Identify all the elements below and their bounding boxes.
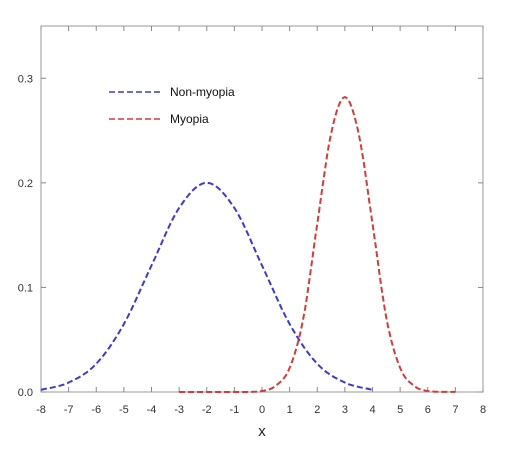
- x-tick-label: 6: [425, 404, 431, 416]
- x-tick-label: -1: [229, 404, 239, 416]
- y-tick-label: 0.1: [18, 282, 33, 294]
- y-tick-label: 0.3: [18, 73, 33, 85]
- x-tick-label: -7: [64, 404, 74, 416]
- x-tick-label: -8: [36, 404, 46, 416]
- x-tick-label: -3: [174, 404, 184, 416]
- series-line-non-myopia: [40, 181, 373, 391]
- x-tick-label: -5: [119, 404, 129, 416]
- x-tick-label: 0: [259, 404, 265, 416]
- legend-label: Non-myopia: [170, 85, 235, 99]
- x-tick-label: 4: [369, 404, 375, 416]
- x-tick-label: 1: [287, 404, 293, 416]
- x-tick-label: -6: [91, 404, 101, 416]
- x-tick-label: -4: [147, 404, 157, 416]
- y-tick-label: 0.2: [18, 178, 33, 190]
- x-axis-title: x: [258, 423, 266, 440]
- x-tick-label: 5: [397, 404, 403, 416]
- plot-frame: [40, 25, 484, 393]
- y-axis-ticks: 0.0 0.1 0.2 0.3: [18, 73, 483, 399]
- x-tick-label: 8: [480, 404, 486, 416]
- series-layer: [40, 96, 456, 393]
- x-tick-label: 7: [452, 404, 458, 416]
- x-axis-ticks: -8 -7 -6 -5 -4 -3 -2 -1 0 1 2 3 4 5 6 7 8: [36, 26, 486, 416]
- x-tick-label: 3: [342, 404, 348, 416]
- x-tick-label: 2: [314, 404, 320, 416]
- y-tick-label: 0.0: [18, 387, 33, 399]
- x-tick-label: -2: [202, 404, 212, 416]
- legend-label: Myopia: [170, 112, 209, 126]
- series-line-myopia: [179, 96, 456, 393]
- legend: Non-myopia Myopia: [109, 85, 235, 126]
